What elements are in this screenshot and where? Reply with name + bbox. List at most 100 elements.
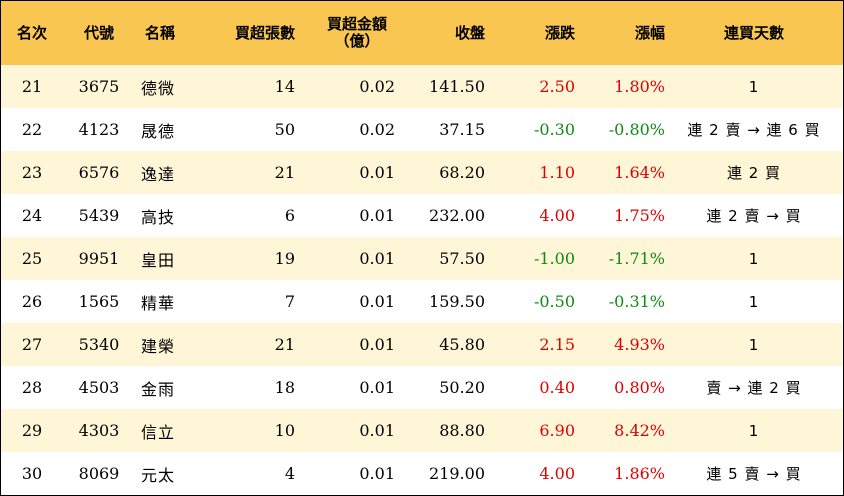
pct-cell: -0.31% <box>608 292 665 311</box>
amount-cell: 0.01 <box>359 421 395 440</box>
lots-cell: 4 <box>284 464 295 483</box>
rank-cell: 27 <box>21 335 43 354</box>
name-cell: 皇田 <box>141 250 176 270</box>
code-cell: 1565 <box>78 292 120 311</box>
change-cell: -0.50 <box>533 292 575 311</box>
amount-cell: 0.01 <box>359 378 395 397</box>
rank-cell: 30 <box>21 464 43 483</box>
streak-cell: 1 <box>748 421 760 440</box>
code-cell: 9951 <box>78 249 120 268</box>
header-name: 名稱 <box>145 23 176 42</box>
lots-cell: 7 <box>284 292 295 311</box>
rank-cell: 21 <box>21 77 43 96</box>
amount-cell: 0.01 <box>359 335 395 354</box>
rank-cell: 24 <box>21 206 43 225</box>
code-cell: 4123 <box>78 120 120 139</box>
change-cell: 1.10 <box>539 163 575 182</box>
pct-cell: 1.75% <box>614 206 665 225</box>
streak-cell: 賣 → 連 2 買 <box>706 379 802 397</box>
table-row: 27 5340 建榮 21 0.01 45.80 2.15 4.93% 1 <box>1 323 843 366</box>
header-change: 漲跌 <box>544 23 575 42</box>
close-cell: 57.50 <box>439 249 485 268</box>
table-row: 23 6576 逸達 21 0.01 68.20 1.10 1.64% 連 2 買 <box>1 151 843 194</box>
name-cell: 晟德 <box>141 121 176 141</box>
header-amount: 買超金額 （億） <box>295 1 395 65</box>
close-cell: 159.50 <box>429 292 485 311</box>
table-row: 30 8069 元太 4 0.01 219.00 4.00 1.86% 連 5 賣 → 買 <box>1 452 843 495</box>
header-amount-line1: 買超金額 <box>326 15 387 33</box>
header-lots: 買超張數 <box>234 23 295 42</box>
close-cell: 45.80 <box>439 335 485 354</box>
change-cell: 4.00 <box>539 464 575 483</box>
table-body: 21 3675 德微 14 0.02 141.50 2.50 1.80% 1 22 4123 晟德 50… <box>1 65 843 495</box>
code-cell: 5439 <box>78 206 120 225</box>
code-cell: 3675 <box>78 77 120 96</box>
streak-cell: 連 5 賣 → 買 <box>706 465 802 483</box>
pct-cell: 0.80% <box>614 378 665 397</box>
amount-cell: 0.01 <box>359 292 395 311</box>
pct-cell: -1.71% <box>608 249 665 268</box>
table-header-row: 名次 代號 名稱 買超張數 買超金額 （億） 收盤 漲跌 漲幅 連買天數 <box>1 1 843 65</box>
streak-cell: 1 <box>748 77 760 96</box>
rank-cell: 28 <box>21 378 43 397</box>
lots-cell: 18 <box>274 378 295 397</box>
rank-cell: 29 <box>21 421 43 440</box>
name-cell: 高技 <box>141 207 176 227</box>
amount-cell: 0.02 <box>359 120 395 139</box>
name-cell: 建榮 <box>141 336 176 356</box>
lots-cell: 21 <box>274 335 295 354</box>
table-row: 24 5439 高技 6 0.01 232.00 4.00 1.75% 連 2 賣 → 買 <box>1 194 843 237</box>
streak-cell: 連 2 買 <box>726 164 782 182</box>
change-cell: -1.00 <box>533 249 575 268</box>
name-cell: 金雨 <box>141 379 176 399</box>
code-cell: 4503 <box>78 378 120 397</box>
change-cell: 2.15 <box>539 335 575 354</box>
table-row: 25 9951 皇田 19 0.01 57.50 -1.00 -1.71% 1 <box>1 237 843 280</box>
streak-cell: 1 <box>748 249 760 268</box>
table-row: 26 1565 精華 7 0.01 159.50 -0.50 -0.31% 1 <box>1 280 843 323</box>
name-cell: 元太 <box>141 465 176 485</box>
header-amount-line2: （億） <box>334 32 380 50</box>
close-cell: 141.50 <box>429 77 485 96</box>
streak-cell: 連 2 賣 → 連 6 買 <box>687 121 821 139</box>
close-cell: 232.00 <box>429 206 485 225</box>
table-row: 29 4303 信立 10 0.01 88.80 6.90 8.42% 1 <box>1 409 843 452</box>
rank-cell: 25 <box>21 249 43 268</box>
table-row: 21 3675 德微 14 0.02 141.50 2.50 1.80% 1 <box>1 65 843 108</box>
lots-cell: 50 <box>274 120 295 139</box>
change-cell: 2.50 <box>539 77 575 96</box>
change-cell: 4.00 <box>539 206 575 225</box>
close-cell: 50.20 <box>439 378 485 397</box>
amount-cell: 0.02 <box>359 77 395 96</box>
code-cell: 8069 <box>78 464 120 483</box>
pct-cell: 1.80% <box>614 77 665 96</box>
streak-cell: 連 2 賣 → 買 <box>706 207 802 225</box>
header-close: 收盤 <box>454 23 485 42</box>
name-cell: 逸達 <box>141 164 176 184</box>
rank-cell: 22 <box>21 120 43 139</box>
change-cell: 0.40 <box>539 378 575 397</box>
change-cell: -0.30 <box>533 120 575 139</box>
table-row: 28 4503 金雨 18 0.01 50.20 0.40 0.80% 賣 → 連 2 買 <box>1 366 843 409</box>
pct-cell: -0.80% <box>608 120 665 139</box>
header-pct: 漲幅 <box>634 23 665 42</box>
header-streak: 連買天數 <box>723 23 784 42</box>
lots-cell: 14 <box>274 77 295 96</box>
streak-cell: 1 <box>748 292 760 311</box>
header-rank: 名次 <box>16 23 47 42</box>
pct-cell: 4.93% <box>614 335 665 354</box>
amount-cell: 0.01 <box>359 163 395 182</box>
close-cell: 219.00 <box>429 464 485 483</box>
close-cell: 37.15 <box>439 120 485 139</box>
lots-cell: 6 <box>284 206 295 225</box>
rank-cell: 23 <box>21 163 43 182</box>
close-cell: 88.80 <box>439 421 485 440</box>
pct-cell: 1.64% <box>614 163 665 182</box>
rank-cell: 26 <box>21 292 43 311</box>
streak-cell: 1 <box>748 335 760 354</box>
code-cell: 4303 <box>78 421 120 440</box>
code-cell: 5340 <box>78 335 120 354</box>
lots-cell: 19 <box>274 249 295 268</box>
change-cell: 6.90 <box>539 421 575 440</box>
